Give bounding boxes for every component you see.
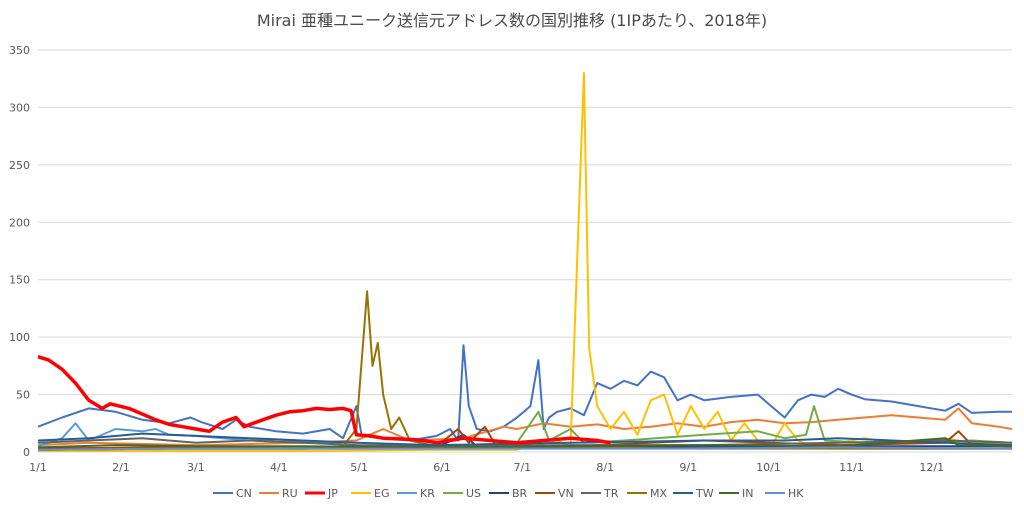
x-tick-label: 9/1 <box>679 461 697 474</box>
x-tick-label: 1/1 <box>29 461 47 474</box>
series-line-in <box>37 437 1013 449</box>
legend-item-hk: HK <box>765 487 804 500</box>
legend-item-mx: MX <box>627 487 667 500</box>
legend-item-kr: KR <box>397 487 435 500</box>
series-line-tr <box>37 437 1013 448</box>
x-tick-label: 3/1 <box>187 461 205 474</box>
legend-item-ru: RU <box>259 487 298 500</box>
x-axis-ticks: 1/1 2/1 3/1 4/1 5/1 6/1 7/1 8/1 9/1 10/1 11/1 12/1 <box>29 461 944 474</box>
legend-item-br: BR <box>489 487 528 500</box>
series-line-tw <box>37 432 1013 447</box>
series-line-cn <box>37 344 1012 442</box>
y-tick-label: 150 <box>9 274 30 287</box>
legend-label: HK <box>788 487 804 500</box>
legend-label: JP <box>327 487 338 500</box>
legend-item-tw: TW <box>673 487 714 500</box>
grid <box>38 49 1012 453</box>
legend-label: CN <box>236 487 252 500</box>
y-tick-label: 0 <box>23 446 30 459</box>
y-tick-label: 300 <box>9 101 30 114</box>
series-line-hk <box>37 446 1013 451</box>
legend-label: KR <box>420 487 435 500</box>
legend-label: BR <box>512 487 528 500</box>
y-tick-label: 200 <box>9 216 30 229</box>
legend-item-eg: EG <box>351 487 389 500</box>
legend-item-tr: TR <box>581 487 619 500</box>
x-tick-label: 12/1 <box>919 461 944 474</box>
y-axis-ticks: 0 50 100 150 200 250 300 350 <box>9 44 30 459</box>
x-tick-label: 2/1 <box>112 461 130 474</box>
x-tick-label: 6/1 <box>433 461 451 474</box>
legend-label: IN <box>742 487 753 500</box>
series-line-jp <box>37 355 611 445</box>
x-tick-label: 11/1 <box>839 461 864 474</box>
legend-item-in: IN <box>719 487 753 500</box>
x-tick-label: 4/1 <box>270 461 288 474</box>
legend-label: TR <box>603 487 619 500</box>
y-tick-label: 100 <box>9 331 30 344</box>
x-tick-label: 10/1 <box>756 461 781 474</box>
legend-item-jp: JP <box>305 487 338 500</box>
y-tick-label: 350 <box>9 44 30 57</box>
chart-title: Mirai 亜種ユニーク送信元アドレス数の国別推移 (1IPあたり、2018年) <box>257 11 767 30</box>
legend-label: EG <box>374 487 389 500</box>
legend-item-vn: VN <box>535 487 574 500</box>
legend-label: MX <box>650 487 667 500</box>
x-tick-label: 7/1 <box>513 461 531 474</box>
y-tick-label: 250 <box>9 159 30 172</box>
x-tick-label: 8/1 <box>596 461 614 474</box>
legend-item-cn: CN <box>213 487 252 500</box>
legend-label: TW <box>695 487 714 500</box>
x-tick-label: 5/1 <box>350 461 368 474</box>
legend: CN RU JP EG KR US BR VN TR MX TW IN HK <box>213 487 804 500</box>
y-tick-label: 50 <box>16 389 30 402</box>
series-lines <box>37 72 1013 452</box>
legend-label: RU <box>282 487 298 500</box>
legend-item-us: US <box>443 487 481 500</box>
legend-label: US <box>466 487 481 500</box>
legend-label: VN <box>558 487 574 500</box>
